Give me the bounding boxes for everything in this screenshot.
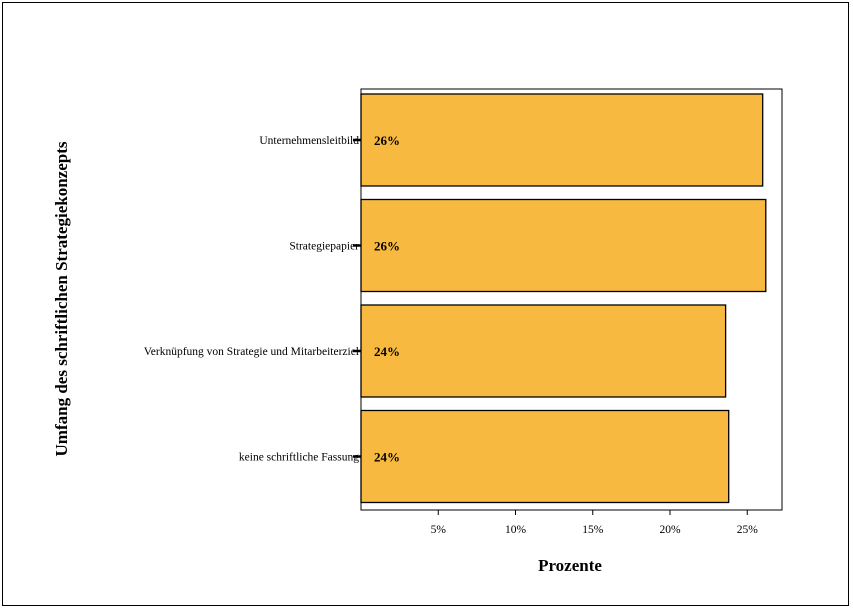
bar-data-label: 24% [374, 450, 400, 465]
bar [360, 409, 730, 504]
y-axis-title: Umfang des schriftlichen Strategiekonzep… [52, 141, 71, 456]
y-tick-label: keine schriftliche Fassung [239, 452, 359, 464]
y-tick-label: Unternehmensleitbild [259, 135, 359, 147]
x-tick-label: 20% [659, 524, 681, 536]
bar [360, 304, 727, 398]
y-tick-label: Strategiepapier [289, 241, 359, 253]
plot-area [360, 88, 783, 511]
bar-data-label: 26% [374, 133, 400, 148]
x-tick-label: 25% [737, 524, 759, 536]
bar [360, 198, 767, 293]
x-tick-label: 15% [582, 524, 604, 536]
category-labels-group: Unternehmensleitbild Strategiepapier Verkn… [144, 135, 361, 464]
x-tick-label: 5% [431, 524, 447, 536]
x-ticks-group: 5% 10% 15% 20% 25% [431, 510, 759, 536]
bar [360, 93, 764, 187]
x-axis-title: Prozente [538, 556, 602, 575]
bars-group: 26% 26% 24% 24% [360, 93, 767, 504]
y-tick-label: Verknüpfung von Strategie und Mitarbeite… [144, 346, 359, 358]
bar-data-label: 26% [374, 239, 400, 254]
bar-data-label: 24% [374, 344, 400, 359]
x-tick-label: 10% [505, 524, 527, 536]
